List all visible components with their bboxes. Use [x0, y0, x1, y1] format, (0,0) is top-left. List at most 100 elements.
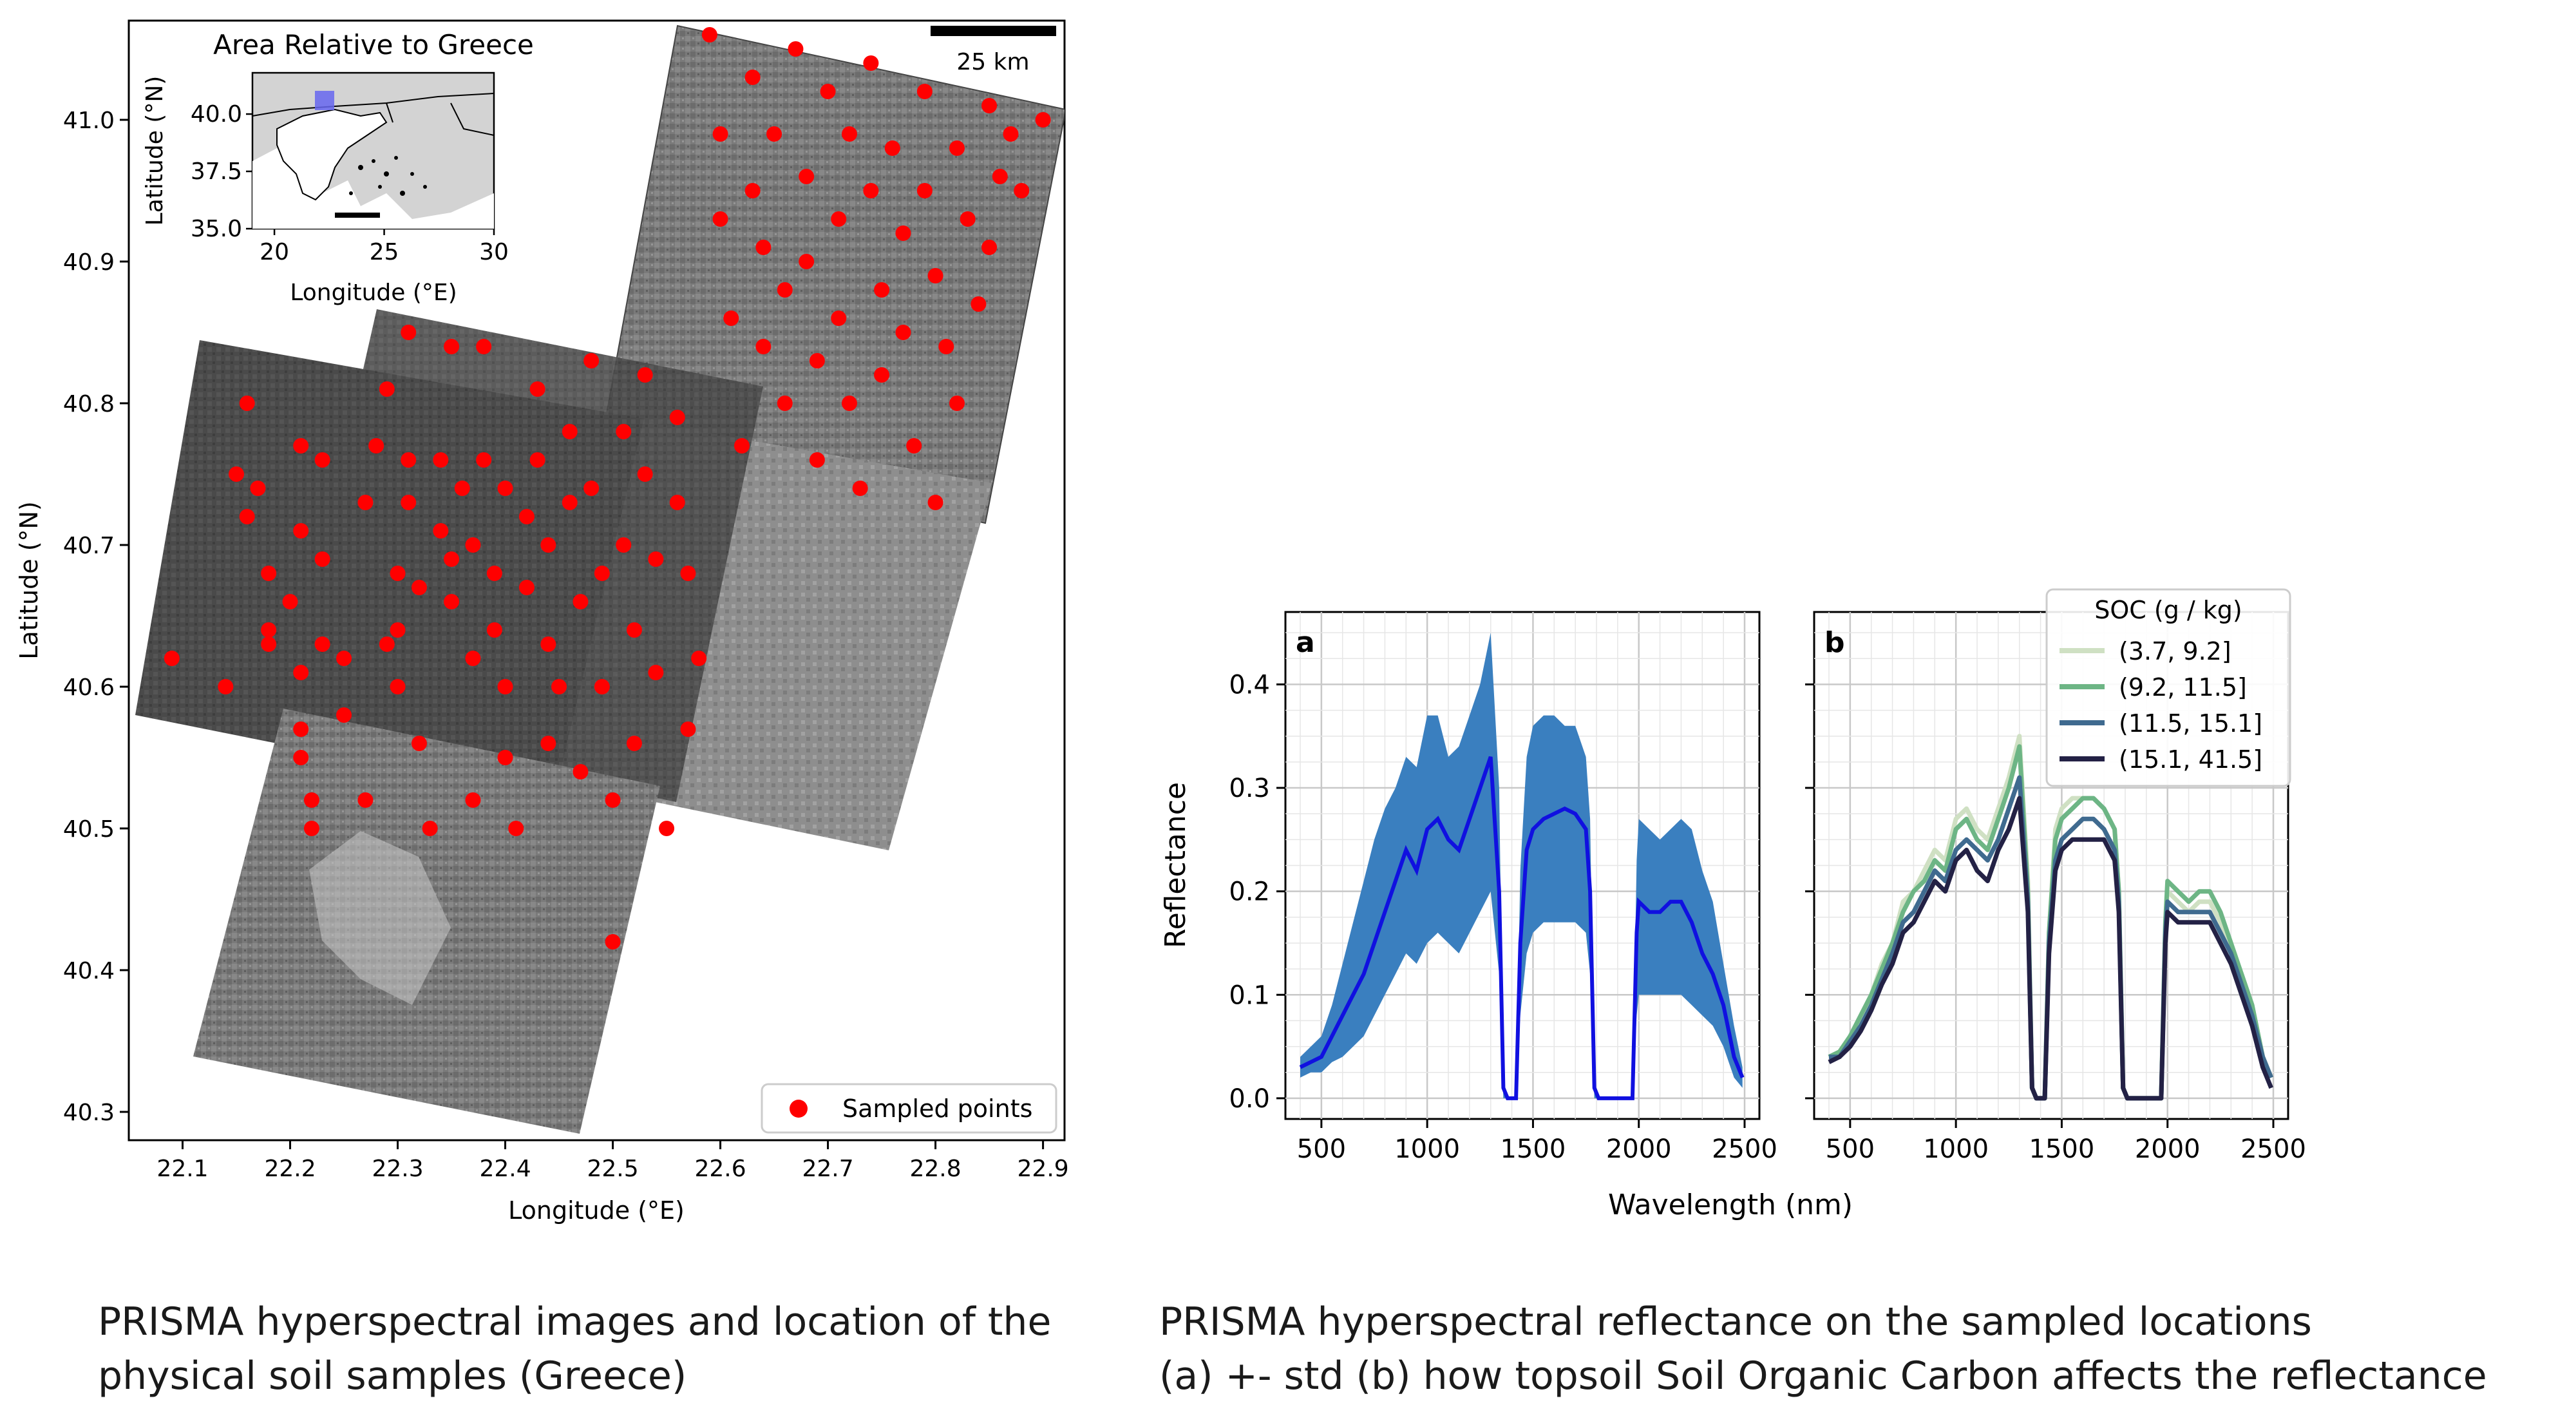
sampled-point [336, 651, 352, 666]
sampled-point [820, 84, 836, 99]
sampled-point [906, 438, 922, 454]
sampled-point [616, 537, 632, 553]
sampled-point [927, 268, 943, 283]
sampled-point [874, 282, 890, 298]
soc-series-line [1828, 734, 2273, 1101]
sampled-point [239, 396, 255, 411]
y-tick-label: 0.2 [1229, 877, 1270, 907]
x-tick-label: 500 [1826, 1134, 1875, 1164]
sampled-point [336, 707, 352, 723]
map-y-tick-label: 40.9 [63, 249, 115, 276]
soc-series-line [1829, 775, 2273, 1101]
x-tick-label: 1500 [2029, 1134, 2095, 1164]
map-legend-marker [790, 1100, 808, 1118]
soc-series-line [1828, 744, 2273, 1101]
sampled-point [938, 339, 954, 354]
sampled-point [261, 566, 277, 581]
sampled-point [368, 438, 384, 454]
sampled-point [497, 679, 513, 694]
sampled-point [239, 509, 255, 524]
sampled-point [433, 452, 449, 468]
sampled-point [518, 509, 535, 524]
sampled-point [401, 495, 417, 510]
sampled-point [799, 169, 815, 184]
sampled-point [411, 580, 427, 595]
sampled-point [895, 325, 911, 340]
sampled-point [293, 523, 309, 539]
panel-a-ticks: 500 1000 1500 2000 2500 0.0 0.1 0.2 0.3 0.4 [1229, 670, 1777, 1164]
inset-x-tick-label: 30 [479, 239, 509, 265]
sampled-point [476, 339, 492, 354]
map-x-ticks: 22.1 22.2 22.3 22.4 22.5 22.6 22.7 22.8 22.9 [156, 1140, 1069, 1182]
sampled-point [809, 452, 825, 468]
sampled-point [379, 636, 395, 652]
x-tick-label: 500 [1297, 1134, 1346, 1164]
sampled-point [390, 679, 406, 694]
scale-bar [931, 26, 1056, 36]
sampled-point [841, 396, 857, 411]
sampled-point [766, 126, 782, 142]
soc-legend: SOC (g / kg) (3.7, 9.2] (9.2, 11.5] (11.5,… [2045, 588, 2291, 787]
sampled-point [390, 566, 406, 581]
sampled-point [712, 126, 728, 142]
sampled-point [293, 750, 309, 765]
inset-sea [252, 148, 494, 229]
soc-legend-label: (11.5, 15.1] [2119, 709, 2262, 738]
map-x-tick-label: 22.2 [264, 1156, 316, 1182]
sampled-point [282, 594, 298, 609]
sampled-point [444, 594, 460, 609]
inset-y-ticks: 35.0 37.5 40.0 [191, 101, 252, 242]
sampled-point [390, 622, 406, 638]
caption-right-line-1: PRISMA hyperspectral reflectance on the … [1159, 1299, 2312, 1344]
sampled-point [293, 721, 309, 737]
sampled-point [831, 211, 847, 227]
sampled-point [949, 396, 965, 411]
sampled-point [583, 481, 600, 496]
caption-right: PRISMA hyperspectral reflectance on the … [1159, 1295, 2487, 1403]
sampled-point [583, 353, 600, 368]
sampled-point [626, 622, 642, 638]
map-y-tick-label: 40.5 [63, 816, 115, 843]
sampled-point [357, 792, 374, 808]
sampled-point [401, 325, 417, 340]
sampled-point [637, 466, 653, 482]
sampled-point [229, 466, 245, 482]
sampled-point [852, 481, 868, 496]
mountain-highlight [309, 831, 451, 1005]
x-tick-label: 1500 [1501, 1134, 1566, 1164]
sampled-point [562, 495, 578, 510]
sampled-point [444, 339, 460, 354]
sampled-point [454, 481, 470, 496]
sampled-point [250, 481, 266, 496]
x-tick-label: 2500 [1712, 1134, 1777, 1164]
panel-b-lines [1828, 734, 2273, 1101]
sampled-point [841, 126, 857, 142]
sampled-point [863, 55, 879, 71]
map-x-tick-label: 22.5 [587, 1156, 638, 1182]
map-legend-box [761, 1083, 1057, 1134]
sampled-point [863, 183, 879, 198]
sampled-point [562, 424, 578, 439]
sampled-point [712, 211, 728, 227]
sampled-point [411, 736, 427, 751]
sampled-point [916, 84, 933, 99]
panel-a-std-band [1300, 633, 1743, 1098]
sampled-point [486, 566, 502, 581]
map-x-tick-label: 22.7 [802, 1156, 853, 1182]
sampled-point [831, 311, 847, 326]
sampled-point [293, 665, 309, 680]
sampled-point [303, 821, 319, 836]
inset-islands [335, 156, 427, 218]
sampled-point [799, 254, 815, 269]
map-legend: Sampled points [761, 1083, 1057, 1134]
map-x-tick-label: 22.4 [479, 1156, 531, 1182]
satellite-imagery [135, 24, 1065, 1134]
sampled-point [497, 481, 513, 496]
sampled-point [540, 636, 556, 652]
sampled-point [744, 70, 761, 85]
sampled-point [755, 240, 772, 255]
sampled-point [777, 396, 793, 411]
sampled-point [573, 764, 589, 779]
inset-y-axis-label: Latitude (°N) [142, 76, 168, 226]
sampled-point [379, 381, 395, 397]
